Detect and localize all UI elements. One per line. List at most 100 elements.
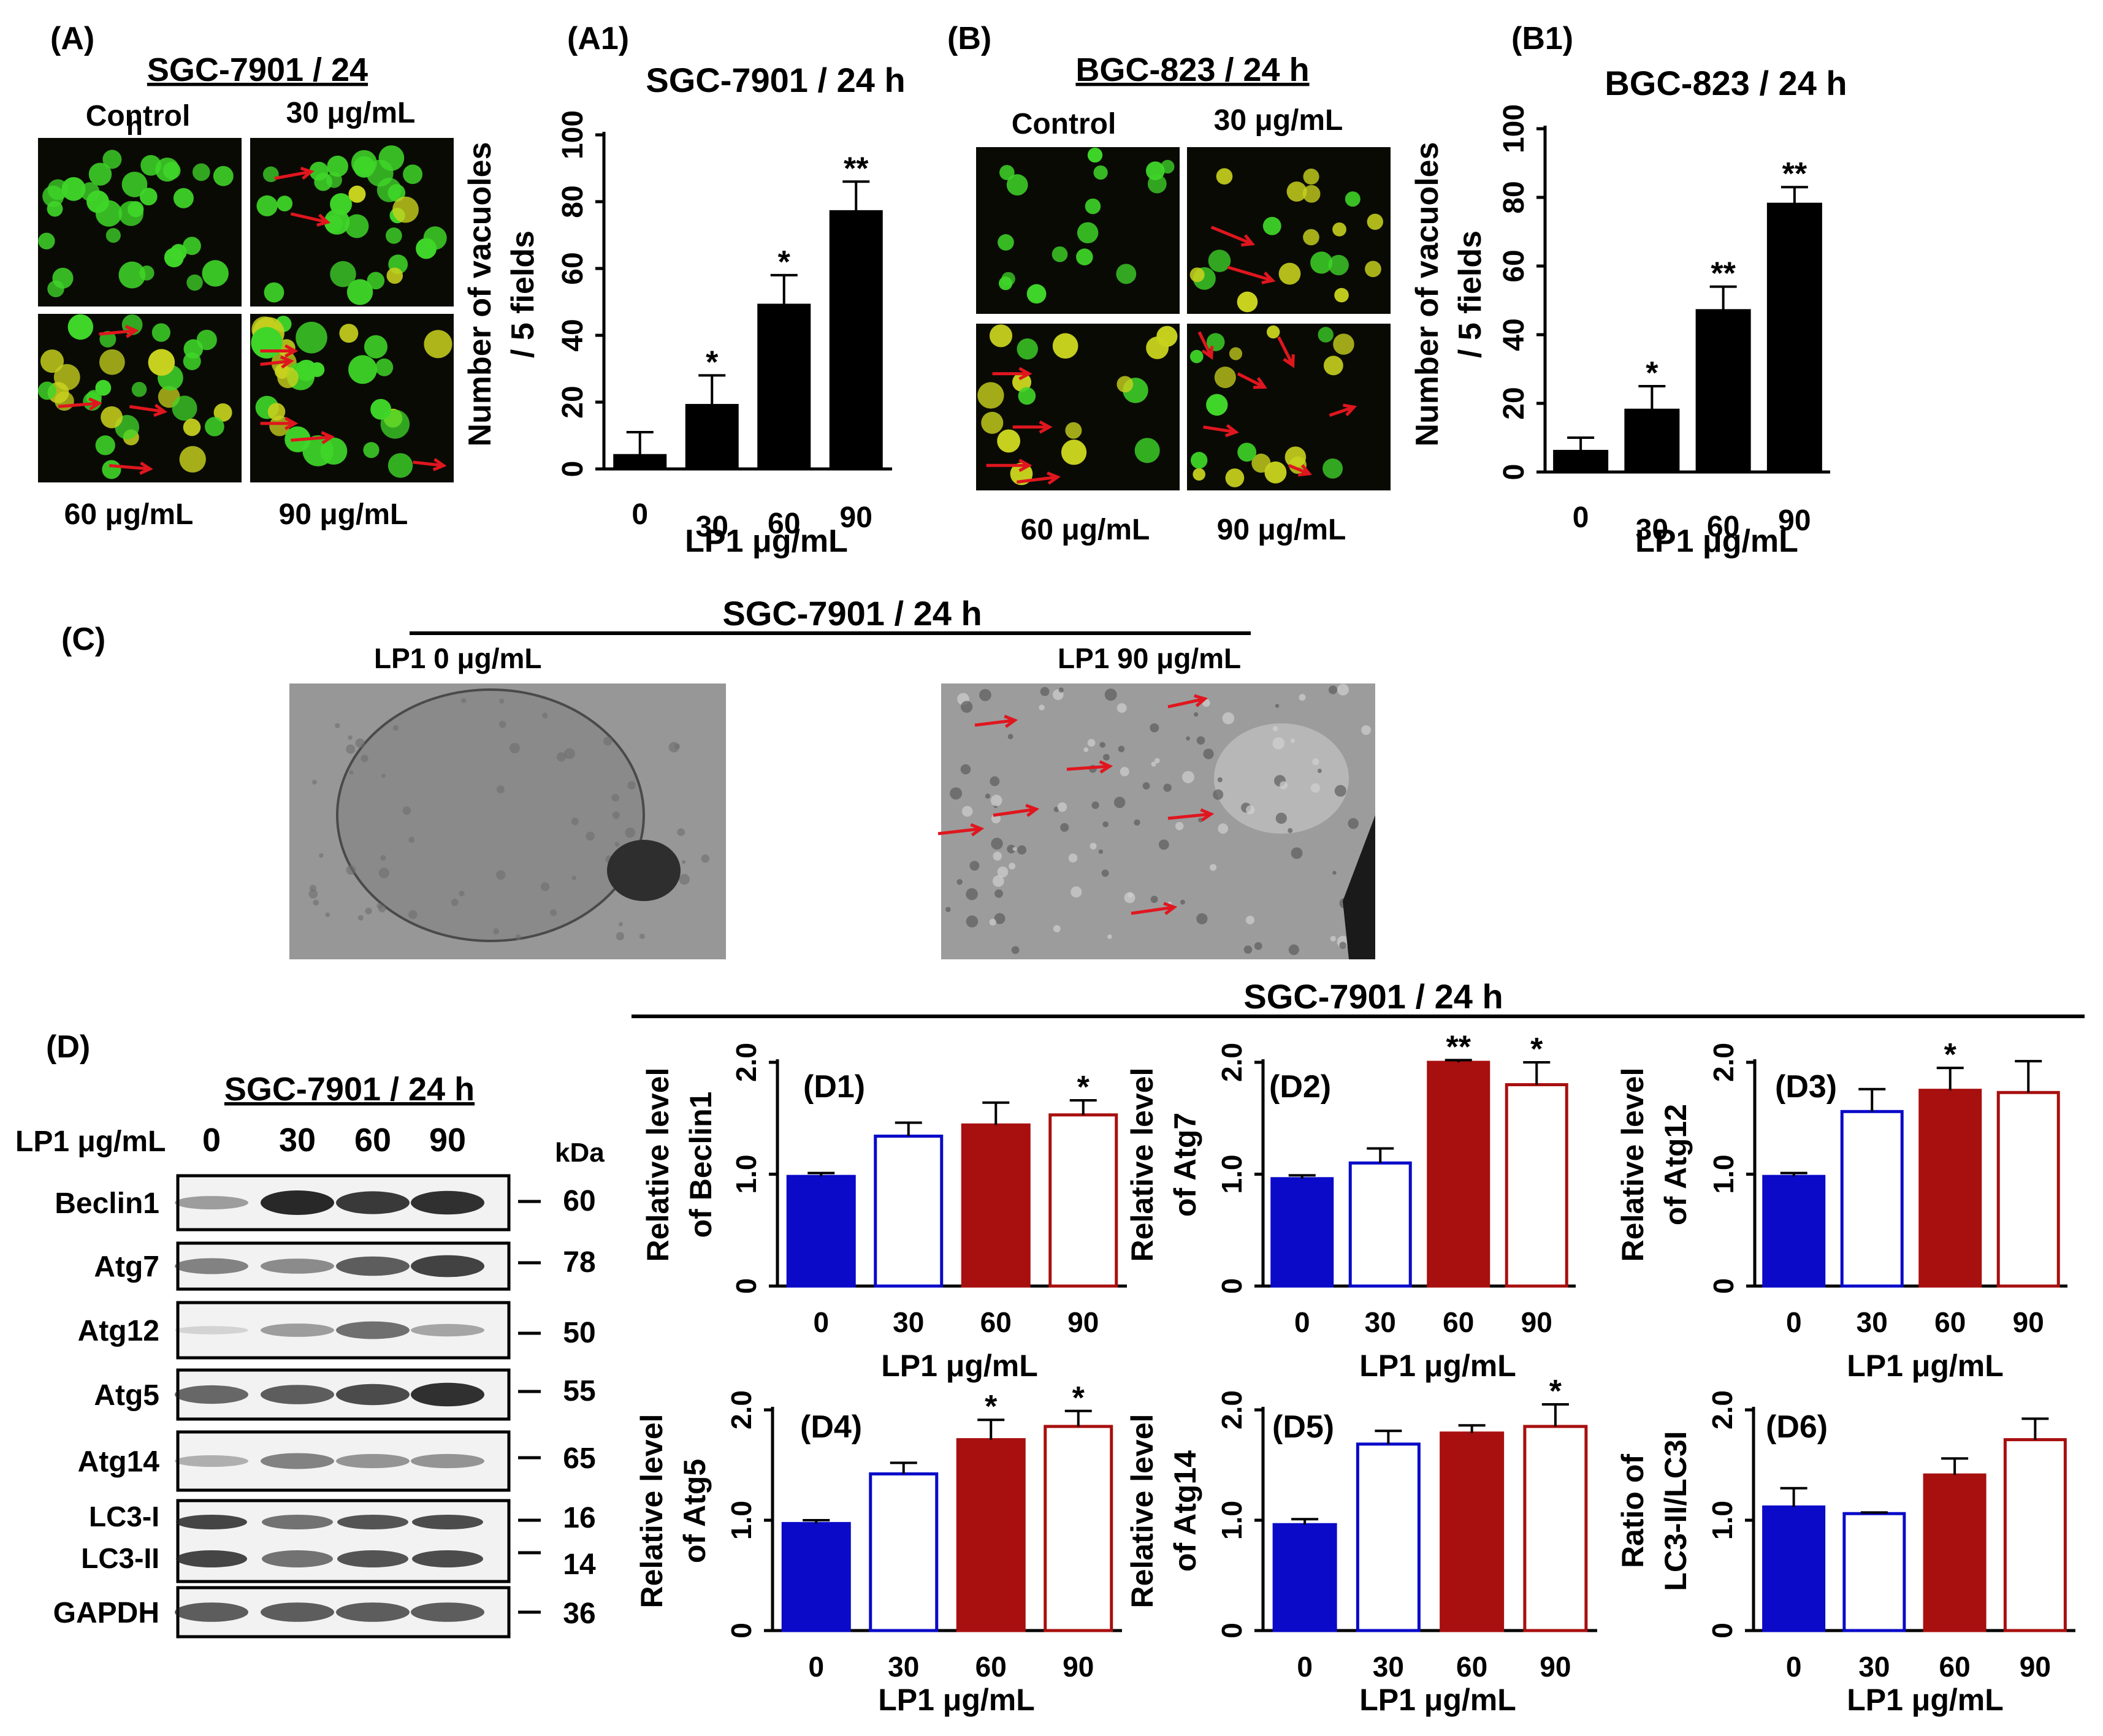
red-arrow-head (970, 823, 985, 837)
red-arrow-icon (1017, 471, 1061, 485)
em-vacuole (1057, 802, 1067, 812)
red-arrow-icon (260, 344, 299, 358)
green-cell (320, 437, 348, 465)
yellow-cell (1052, 333, 1078, 359)
yellow-cell (1156, 326, 1178, 347)
red-arrow-head (1253, 377, 1267, 389)
green-cell (1093, 165, 1108, 180)
yellow-cell (1216, 168, 1233, 185)
em-granule (679, 874, 690, 885)
yellow-cell (1012, 372, 1032, 392)
em-vacuole (1299, 694, 1306, 701)
red-arrow-shaft (1167, 697, 1205, 709)
x-tick-label: 60 (1456, 1651, 1487, 1683)
em-vacuole (993, 851, 1002, 861)
panel-d: (D) SGC-7901 / 24 h LP1 μg/mL 0 30 60 90… (15, 977, 2085, 1639)
green-cell (118, 261, 146, 289)
chart-panel-label: (D5) (1272, 1409, 1334, 1445)
green-cell (67, 314, 94, 340)
panel-a-label-control: Control (86, 100, 191, 132)
yellow-cell (277, 367, 299, 389)
red-arrow-head (1343, 403, 1357, 416)
y-axis-label: Relative level (635, 1414, 669, 1608)
em-granule (380, 855, 386, 861)
em-vacuole (1011, 946, 1020, 954)
kda-value: 65 (563, 1442, 595, 1475)
em-vacuole (1291, 847, 1303, 859)
em-vacuole (992, 875, 1004, 887)
em-granule (586, 831, 595, 841)
blot-band (261, 1190, 334, 1215)
red-arrow-shaft (99, 329, 136, 336)
em-control-image (289, 683, 726, 959)
yellow-cell (269, 415, 290, 436)
yellow-cell (1214, 367, 1236, 389)
red-arrow-head (1201, 346, 1214, 360)
chart-panel-label: (D6) (1766, 1409, 1828, 1445)
blot-band (261, 1323, 334, 1337)
red-arrow-head (1200, 808, 1215, 822)
yellow-cell (99, 349, 125, 375)
yellow-cell (339, 324, 359, 343)
yellow-cell (1334, 287, 1349, 303)
em-vacuole (1101, 869, 1109, 877)
red-arrow-icon (974, 715, 1018, 728)
em-granule (408, 837, 415, 843)
y-tick-label: 2.0 (730, 1043, 762, 1082)
panel-b-90-micrograph (1187, 324, 1391, 490)
em-vacuole (1017, 845, 1027, 855)
green-cell (348, 355, 377, 384)
red-arrow-head (316, 213, 331, 227)
x-tick-label: 0 (632, 498, 648, 531)
blot-strip (176, 1499, 511, 1583)
panel-a-label: (A) (50, 21, 94, 56)
blot-band (411, 1382, 484, 1407)
green-cell (324, 215, 343, 233)
em-nucleus (336, 688, 645, 942)
x-tick-label: 90 (1067, 1306, 1099, 1338)
yellow-cell (1267, 325, 1280, 339)
red-arrow-head (1047, 471, 1061, 485)
yellow-cell (40, 349, 64, 373)
green-cell (170, 243, 187, 261)
em-granule (392, 725, 399, 731)
x-axis-label: LP1 μg/mL (1847, 1683, 2004, 1717)
red-arrow-head (1039, 420, 1053, 434)
significance-mark: * (706, 345, 719, 380)
green-cell (364, 335, 388, 359)
panel-b-title: BGC-823 / 24 h (1075, 51, 1309, 88)
blot-band (337, 1515, 408, 1529)
green-cell (1189, 349, 1204, 364)
blot-band (175, 1326, 248, 1334)
em-granule (346, 865, 356, 875)
em-vacuole (1128, 893, 1133, 898)
green-cell (202, 260, 229, 287)
panel-a-control-micrograph (38, 138, 242, 306)
green-cell (1237, 443, 1257, 462)
red-arrow-head (139, 462, 153, 475)
chart-panel-label: (D4) (800, 1409, 862, 1445)
x-axis-label: LP1 μg/mL (1847, 1349, 2004, 1383)
green-cell (192, 163, 210, 181)
bar (1427, 1060, 1490, 1288)
panel-c-label: (C) (61, 622, 105, 657)
yellow-cell (53, 364, 80, 390)
panel-a-30-micrograph (250, 138, 454, 306)
red-arrow-head (284, 416, 299, 430)
em-vacuole (1312, 758, 1319, 766)
kda-value: 14 (563, 1548, 596, 1581)
blot-row: Atg7 78 (94, 1241, 596, 1291)
blot-band (261, 1602, 334, 1622)
panel-b-label-control: Control (1012, 108, 1116, 140)
y-tick-label: 60 (1498, 249, 1530, 282)
green-cell (330, 261, 356, 287)
x-tick-label: 90 (840, 501, 872, 534)
bar (1918, 1089, 1982, 1288)
em-vacuole (961, 805, 973, 817)
bar (1762, 1505, 1826, 1632)
em-vacuole (1150, 896, 1158, 904)
y-tick-label: 0 (1216, 1278, 1248, 1294)
significance-mark: * (1077, 1070, 1090, 1105)
em-vacuole (1118, 745, 1125, 753)
chart-panel-label: (B1) (1511, 21, 1573, 56)
